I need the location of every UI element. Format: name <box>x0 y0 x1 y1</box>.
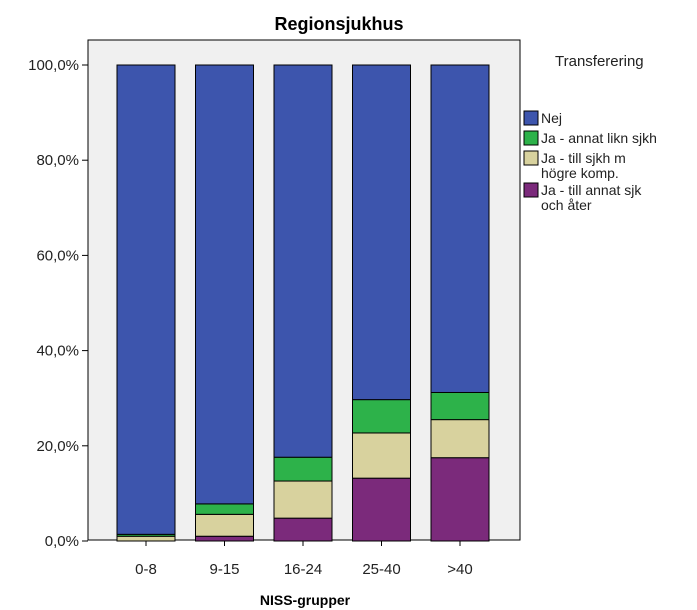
y-tick-label: 40,0% <box>36 343 79 360</box>
x-tick-label: 0-8 <box>135 561 157 578</box>
legend-label: Ja - annat likn sjkh <box>541 130 657 146</box>
bar-segment <box>195 535 254 542</box>
bar-segment <box>195 513 254 537</box>
bar-segment <box>352 477 411 542</box>
bar-segment <box>352 432 411 479</box>
y-tick-label: 100,0% <box>28 57 79 74</box>
bar-segment <box>195 64 254 505</box>
legend-label: Ja - till annat sjk och åter <box>541 182 642 213</box>
legend-title: Transferering <box>555 53 644 70</box>
legend-swatch <box>523 150 539 166</box>
bar-segment <box>273 517 333 542</box>
bar-segment <box>430 457 490 542</box>
bar-segment <box>116 535 176 542</box>
legend-swatch <box>523 130 539 146</box>
bar-segment <box>430 64 490 393</box>
y-axis: 0,0% 20,0% 40,0% 60,0% 80,0% 100,0% <box>28 57 88 550</box>
x-tick-label: 9-15 <box>209 561 239 578</box>
bar-segment <box>430 391 490 421</box>
x-tick-label: 25-40 <box>362 561 400 578</box>
bar-segment <box>195 503 254 515</box>
bars <box>116 64 490 542</box>
legend-label: Nej <box>541 110 562 126</box>
x-tick-label: >40 <box>447 561 472 578</box>
x-axis: 0-8 9-15 16-24 25-40 >40 <box>135 540 473 578</box>
legend-swatch <box>523 110 539 126</box>
chart-title: Regionsjukhus <box>274 14 403 34</box>
y-tick-label: 20,0% <box>36 438 79 455</box>
legend-label: Ja - till sjkh m högre komp. <box>541 150 626 181</box>
bar-segment <box>273 456 333 482</box>
bar-segment <box>116 64 176 535</box>
bar-segment <box>430 419 490 459</box>
y-tick-label: 80,0% <box>36 152 79 169</box>
legend: Transferering Nej Ja - annat likn sjkh Ja … <box>523 53 657 213</box>
x-axis-title: NISS-grupper <box>260 592 351 608</box>
bar-segment <box>273 64 333 458</box>
legend-swatch <box>523 182 539 198</box>
bar-segment <box>352 399 411 434</box>
y-tick-label: 0,0% <box>45 533 79 550</box>
bar-segment <box>352 64 411 401</box>
x-tick-label: 16-24 <box>284 561 322 578</box>
bar-segment <box>273 480 333 519</box>
y-tick-label: 60,0% <box>36 247 79 264</box>
